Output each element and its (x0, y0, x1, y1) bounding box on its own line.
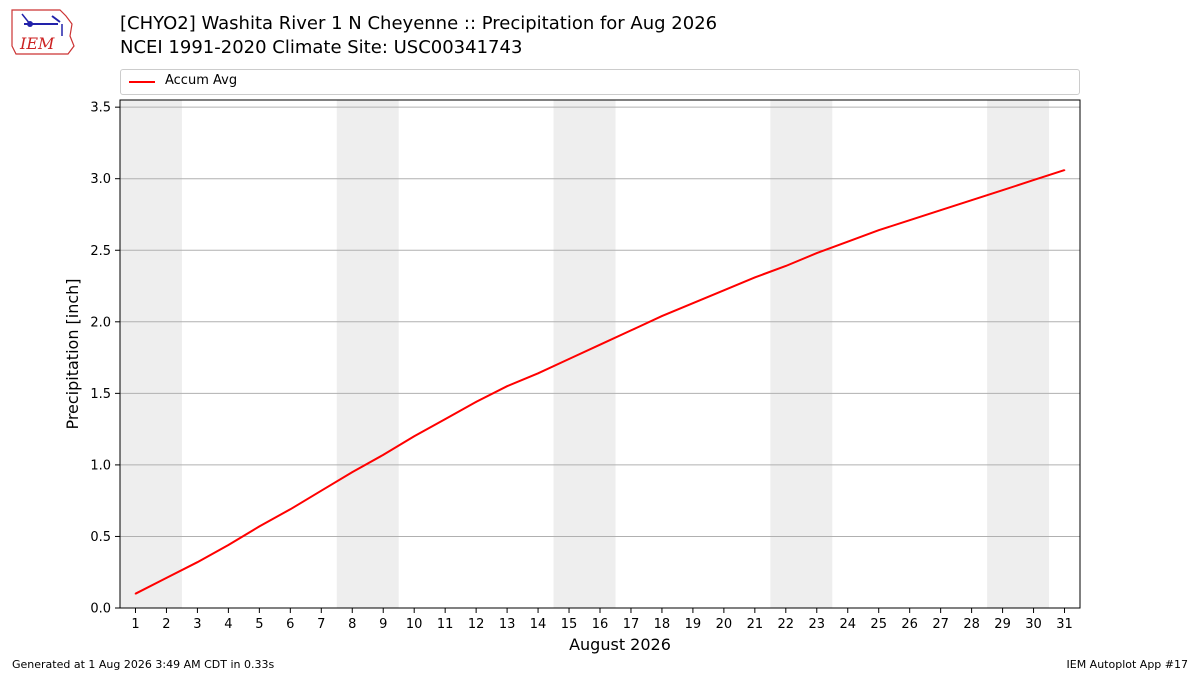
x-tick-label-25: 25 (870, 617, 887, 632)
x-tick-label-26: 26 (901, 617, 918, 632)
x-tick-label-5: 5 (255, 617, 263, 632)
x-tick-label-1: 1 (131, 617, 139, 632)
data-point-day-25 (877, 229, 880, 232)
chart-title: [CHYO2] Washita River 1 N Cheyenne :: Pr… (120, 13, 718, 34)
x-tick-label-9: 9 (379, 617, 387, 632)
legend-label-accum-avg: Accum Avg (165, 73, 238, 88)
x-tick-label-23: 23 (809, 617, 826, 632)
data-point-day-28 (970, 199, 973, 201)
y-tick-label-7: 3.5 (90, 101, 111, 116)
x-tick-label-24: 24 (839, 617, 856, 632)
data-point-day-16 (599, 343, 601, 346)
data-point-day-14 (537, 372, 539, 375)
data-point-day-6 (289, 508, 292, 511)
x-tick-label-28: 28 (963, 617, 980, 632)
data-point-day-8 (351, 471, 354, 473)
data-point-day-12 (475, 401, 477, 403)
data-point-day-7 (320, 489, 323, 492)
x-tick-label-20: 20 (716, 617, 733, 632)
chart-subtitle: NCEI 1991-2020 Climate Site: USC00341743 (120, 37, 523, 58)
data-point-day-30 (1032, 179, 1035, 181)
data-point-day-22 (785, 265, 787, 267)
data-point-day-10 (413, 435, 415, 438)
data-point-day-23 (815, 252, 818, 254)
x-tick-label-19: 19 (685, 617, 702, 632)
x-tick-label-11: 11 (437, 617, 454, 632)
y-tick-label-3: 1.5 (90, 387, 111, 402)
x-tick-label-13: 13 (499, 617, 516, 632)
x-tick-label-2: 2 (162, 617, 170, 632)
x-tick-label-7: 7 (317, 617, 325, 632)
weekend-shade-3 (553, 100, 616, 608)
data-point-day-3 (196, 561, 199, 564)
x-tick-label-31: 31 (1056, 617, 1073, 632)
x-tick-label-27: 27 (932, 617, 949, 632)
x-tick-label-30: 30 (1025, 617, 1042, 632)
y-axis-label: Precipitation [inch] (63, 278, 82, 429)
data-point-day-2 (165, 577, 168, 579)
data-point-day-26 (908, 219, 911, 222)
x-tick-label-14: 14 (530, 617, 547, 632)
x-tick-label-15: 15 (561, 617, 578, 632)
data-point-day-1 (134, 592, 137, 595)
weekend-shade-5 (987, 100, 1050, 608)
data-point-day-31 (1063, 169, 1066, 171)
data-point-day-17 (630, 329, 632, 332)
y-tick-label-0: 0.0 (90, 602, 111, 617)
x-tick-label-12: 12 (468, 617, 485, 632)
y-tick-label-2: 1.0 (90, 458, 111, 473)
y-tick-label-5: 2.5 (90, 244, 111, 259)
data-point-day-21 (754, 276, 756, 279)
x-tick-label-22: 22 (778, 617, 795, 632)
x-tick-label-3: 3 (193, 617, 201, 632)
iem-logo-icon: IEM (11, 9, 75, 55)
x-tick-label-17: 17 (623, 617, 640, 632)
data-point-day-27 (939, 209, 942, 211)
legend: Accum Avg (120, 69, 1080, 95)
footer-app-id: IEM Autoplot App #17 (1066, 658, 1189, 671)
data-point-day-9 (382, 454, 385, 456)
x-axis-label: August 2026 (569, 635, 671, 654)
data-point-day-20 (723, 289, 725, 292)
data-point-day-29 (1001, 189, 1004, 191)
data-point-day-13 (506, 385, 508, 387)
weekend-shade-1 (120, 100, 182, 608)
legend-line-swatch (129, 81, 155, 83)
data-point-day-15 (568, 358, 570, 360)
data-point-day-4 (227, 544, 230, 546)
svg-text:IEM: IEM (19, 34, 55, 53)
footer-generated: Generated at 1 Aug 2026 3:49 AM CDT in 0… (12, 658, 275, 671)
x-tick-label-10: 10 (406, 617, 423, 632)
x-tick-label-29: 29 (994, 617, 1011, 632)
x-tick-label-16: 16 (592, 617, 609, 632)
data-point-day-11 (444, 418, 446, 420)
data-point-day-18 (661, 315, 663, 317)
weekend-shade-4 (770, 100, 833, 608)
x-tick-label-18: 18 (654, 617, 671, 632)
data-point-day-24 (846, 240, 849, 243)
data-point-day-5 (258, 525, 261, 528)
x-tick-label-21: 21 (747, 617, 764, 632)
x-tick-label-8: 8 (348, 617, 356, 632)
data-point-day-19 (692, 302, 694, 305)
y-tick-label-6: 3.0 (90, 172, 111, 187)
x-tick-label-4: 4 (224, 617, 232, 632)
x-tick-label-6: 6 (286, 617, 294, 632)
weekend-shade-2 (336, 100, 399, 608)
y-tick-label-4: 2.0 (90, 315, 111, 330)
y-tick-label-1: 0.5 (90, 530, 111, 545)
